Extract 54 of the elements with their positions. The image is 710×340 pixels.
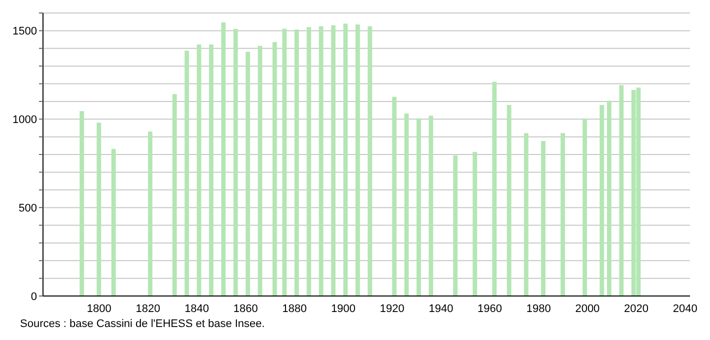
bar (80, 111, 84, 296)
bar (294, 29, 299, 296)
x-tick-label: 2040 (672, 302, 698, 315)
bar (453, 155, 458, 296)
x-tick-label: 1900 (331, 302, 356, 315)
bar (172, 94, 177, 296)
bar (541, 141, 546, 296)
bar (306, 27, 312, 296)
bar (392, 96, 397, 296)
bar (368, 26, 372, 296)
bar (356, 24, 360, 296)
x-tick-label: 1820 (136, 302, 160, 315)
y-tick-label: 1000 (12, 114, 37, 126)
bar (506, 104, 512, 296)
bar (600, 104, 604, 296)
x-tick-label: 1800 (86, 302, 112, 315)
y-tick-label: 1500 (12, 26, 37, 38)
x-tick-label: 1980 (526, 302, 551, 315)
bar (258, 46, 262, 296)
bar (416, 118, 421, 296)
bar (428, 116, 434, 296)
bar (184, 50, 189, 296)
bar (196, 44, 202, 296)
bar (221, 22, 226, 296)
y-tick-label: 0 (30, 290, 37, 303)
bar (96, 122, 102, 296)
bar (472, 152, 478, 296)
x-tick-label: 1880 (282, 302, 307, 315)
bar (282, 28, 287, 296)
bar (560, 133, 565, 296)
bar (209, 44, 214, 296)
source-note: Sources : base Cassini de l'EHESS et base Insee. (20, 318, 266, 330)
bar (318, 26, 324, 296)
bar (111, 148, 116, 296)
bar (331, 25, 336, 296)
bar (619, 85, 624, 296)
x-tick-label: 1840 (184, 302, 210, 315)
x-tick-label: 2000 (575, 302, 600, 315)
bar (404, 113, 409, 296)
bar (272, 42, 277, 296)
bar (343, 24, 348, 296)
y-tick-label: 500 (18, 202, 37, 214)
x-tick-label: 2020 (624, 302, 649, 315)
bar (246, 52, 250, 296)
bar (233, 28, 238, 296)
x-tick-label: 1940 (428, 302, 454, 315)
x-tick-label: 1960 (478, 302, 502, 315)
bar (582, 118, 587, 296)
x-tick-label: 1860 (233, 302, 258, 315)
x-tick-label: 1920 (380, 302, 404, 315)
bar (148, 132, 152, 296)
bar (492, 82, 497, 296)
bar (524, 133, 528, 296)
bar (606, 100, 612, 296)
